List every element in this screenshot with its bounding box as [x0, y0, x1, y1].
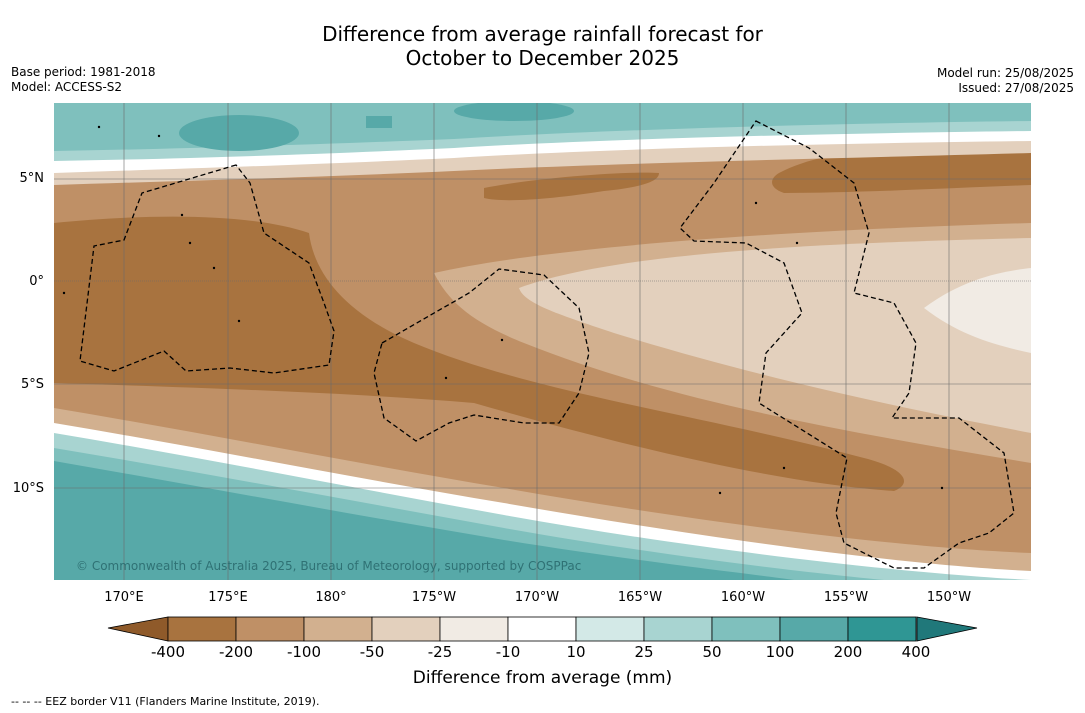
lat-label-0: 0°: [29, 274, 44, 289]
map-title: Difference from average rainfall forecas…: [0, 22, 1085, 70]
colorbar-tick-7: 10: [566, 643, 586, 661]
colorbar-tick-9: 50: [702, 643, 722, 661]
colorbar-label: Difference from average (mm): [412, 668, 673, 688]
colorbar-tick-4: -50: [359, 643, 385, 661]
band-lightest-east: [924, 268, 1031, 353]
colorbar-tick-10: 100: [765, 643, 795, 661]
colorbar-tick-1: -400: [150, 643, 186, 661]
colorbar-cells: [167, 616, 917, 642]
colorbar-cell: [847, 616, 917, 642]
eez-phoenix: [373, 268, 590, 442]
colorbar-cell: [779, 616, 849, 642]
eez-tuvalu: [79, 164, 335, 374]
title-line-2: October to December 2025: [405, 46, 680, 70]
rainfall-map: [54, 103, 1031, 580]
lon-label-175e: 175°E: [208, 590, 248, 605]
colorbar-over-arrow: [916, 616, 978, 642]
colorbar-cell: [711, 616, 781, 642]
eez-line-islands: [679, 120, 1015, 569]
lon-label-175w: 175°W: [411, 590, 457, 605]
blob-north-small: [366, 116, 392, 128]
lon-label-165w: 165°W: [617, 590, 663, 605]
colorbar-cell: [575, 616, 645, 642]
colorbar-tick-3: -100: [286, 643, 322, 661]
colorbar-cell: [507, 616, 577, 642]
lon-label-150w: 150°W: [926, 590, 972, 605]
blob-north-dark-teal-2: [454, 103, 574, 121]
blob-north-dark-teal: [179, 115, 299, 151]
colorbar-tick-12: 400: [901, 643, 931, 661]
colorbar-tick-6: -10: [495, 643, 521, 661]
islands: [62, 125, 944, 495]
copyright-notice: © Commonwealth of Australia 2025, Bureau…: [76, 559, 582, 573]
model-run: Model run: 25/08/2025: [936, 66, 1074, 80]
meta-right: Model run: 25/08/2025 Issued: 27/08/2025: [937, 66, 1074, 96]
title-line-1: Difference from average rainfall forecas…: [322, 22, 763, 46]
colorbar-cell: [643, 616, 713, 642]
colorbar-tick-11: 200: [833, 643, 863, 661]
eez-legend-footer: -- -- -- EEZ border V11 (Flanders Marine…: [11, 695, 320, 708]
colorbar-under-arrow: [107, 616, 169, 642]
colorbar-tick-2: -200: [218, 643, 254, 661]
colorbar-tick-5: -25: [427, 643, 453, 661]
colorbar-cell: [303, 616, 373, 642]
lat-label-10s: 10°S: [12, 481, 44, 496]
lon-label-155w: 155°W: [823, 590, 869, 605]
lon-label-170e: 170°E: [104, 590, 144, 605]
lon-label-170w: 170°W: [514, 590, 560, 605]
band-north-teal: [54, 103, 1031, 151]
meta-left: Base period: 1981-2018 Model: ACCESS-S2: [11, 65, 156, 95]
map-panel: [54, 103, 1031, 580]
base-period: Base period: 1981-2018: [11, 65, 156, 79]
graticule: [54, 103, 1031, 580]
lat-label-5n: 5°N: [19, 171, 45, 186]
lon-label-160w: 160°W: [720, 590, 766, 605]
colorbar-cell: [371, 616, 441, 642]
issued-date: Issued: 27/08/2025: [958, 81, 1074, 95]
colorbar-cell: [167, 616, 237, 642]
lat-label-5s: 5°S: [20, 377, 44, 392]
model-name: Model: ACCESS-S2: [11, 80, 123, 94]
eez-borders: [79, 120, 1015, 569]
colorbar: [107, 616, 978, 642]
band-dark-north-mid: [484, 172, 659, 201]
colorbar-tick-8: 25: [634, 643, 654, 661]
colorbar-cell: [235, 616, 305, 642]
colorbar-cell: [439, 616, 509, 642]
band-dark-diagonal: [54, 216, 904, 491]
band-south-dark-teal: [54, 461, 794, 580]
lon-label-180: 180°: [315, 590, 347, 605]
